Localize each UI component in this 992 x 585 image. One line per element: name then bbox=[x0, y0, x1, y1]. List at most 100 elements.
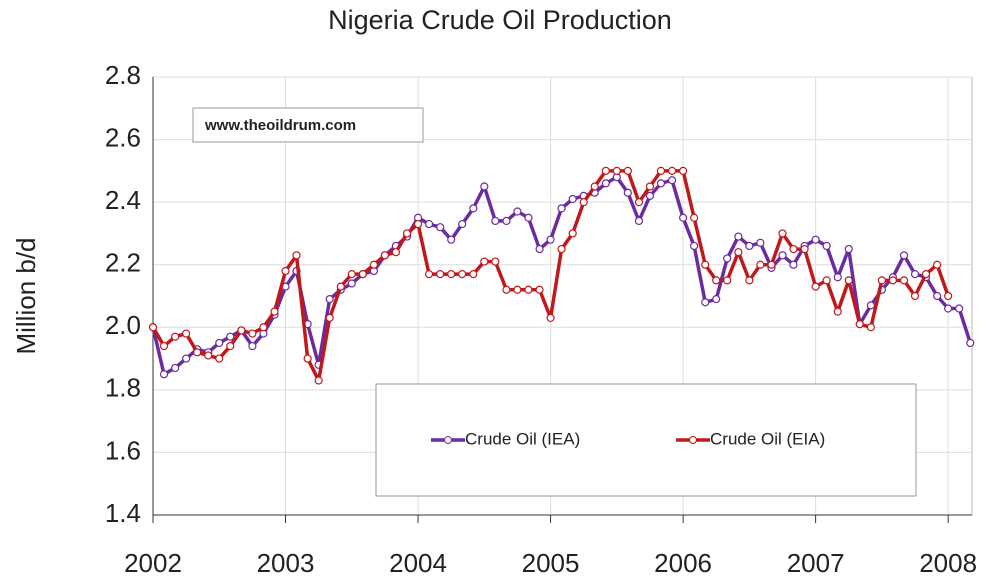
data-point bbox=[634, 198, 644, 207]
y-tick-label: 2.8 bbox=[105, 60, 141, 90]
legend-label: Crude Oil (IEA) bbox=[465, 429, 580, 448]
data-point bbox=[590, 182, 599, 191]
data-point bbox=[546, 313, 555, 322]
data-point bbox=[248, 341, 257, 351]
x-tick-label: 2007 bbox=[787, 548, 845, 578]
data-point bbox=[689, 241, 699, 251]
watermark-box bbox=[192, 107, 424, 143]
data-point bbox=[745, 241, 754, 251]
y-axis-label: Million b/d bbox=[11, 237, 41, 354]
data-point bbox=[822, 241, 831, 251]
data-point bbox=[734, 232, 743, 241]
data-point bbox=[458, 219, 467, 229]
y-tick-label: 1.6 bbox=[105, 435, 141, 465]
data-point bbox=[811, 282, 820, 291]
y-tick-label: 1.4 bbox=[105, 498, 141, 528]
data-point bbox=[159, 370, 169, 379]
y-tick-label: 2.6 bbox=[105, 122, 141, 152]
data-point bbox=[844, 244, 853, 254]
data-point bbox=[921, 270, 931, 279]
legend-label: Crude Oil (EIA) bbox=[710, 429, 825, 448]
data-point bbox=[723, 276, 732, 285]
x-tick-label: 2004 bbox=[389, 548, 447, 578]
data-point bbox=[811, 235, 820, 244]
data-point bbox=[237, 326, 246, 335]
data-point bbox=[204, 351, 213, 360]
data-point bbox=[723, 254, 732, 263]
data-point bbox=[557, 244, 566, 254]
data-point bbox=[678, 213, 688, 222]
data-point bbox=[822, 276, 831, 285]
data-point bbox=[336, 282, 345, 291]
y-tick-label: 2.0 bbox=[105, 310, 141, 340]
data-point bbox=[933, 260, 942, 269]
data-point bbox=[148, 323, 158, 332]
data-point bbox=[513, 207, 522, 216]
data-point bbox=[656, 179, 666, 188]
data-point bbox=[656, 166, 666, 175]
data-point bbox=[789, 244, 798, 254]
data-point bbox=[944, 304, 953, 313]
data-point bbox=[182, 329, 191, 338]
data-point bbox=[480, 182, 489, 191]
data-point bbox=[281, 266, 290, 276]
data-point bbox=[910, 291, 920, 301]
data-point bbox=[226, 341, 235, 351]
data-point bbox=[447, 270, 456, 279]
data-point bbox=[645, 191, 655, 200]
data-point bbox=[502, 216, 511, 226]
data-point bbox=[833, 273, 842, 282]
data-point bbox=[645, 182, 655, 191]
data-point bbox=[877, 276, 886, 285]
x-tick-label: 2003 bbox=[257, 548, 315, 578]
data-point bbox=[866, 301, 875, 310]
data-point bbox=[756, 238, 765, 247]
data-point bbox=[248, 329, 257, 338]
data-point bbox=[391, 248, 401, 257]
data-point bbox=[767, 260, 776, 269]
data-point bbox=[491, 216, 500, 226]
data-point bbox=[524, 213, 533, 222]
legend-marker bbox=[689, 436, 697, 444]
data-point bbox=[778, 251, 787, 260]
data-point bbox=[899, 251, 909, 260]
data-point bbox=[171, 332, 180, 341]
data-point bbox=[800, 244, 809, 254]
data-point bbox=[712, 295, 721, 304]
data-point bbox=[601, 166, 610, 175]
data-point bbox=[458, 270, 467, 279]
chart-title: Nigeria Crude Oil Production bbox=[328, 5, 672, 35]
data-point bbox=[568, 229, 577, 238]
data-point bbox=[491, 257, 500, 266]
x-tick-label: 2002 bbox=[124, 548, 182, 578]
data-point bbox=[270, 307, 279, 316]
data-point bbox=[347, 279, 356, 288]
data-point bbox=[325, 295, 334, 304]
data-point bbox=[524, 285, 533, 294]
data-point bbox=[469, 204, 478, 213]
x-tick-label: 2005 bbox=[522, 548, 580, 578]
data-point bbox=[712, 276, 721, 285]
data-point bbox=[325, 313, 334, 322]
data-point bbox=[193, 348, 202, 357]
data-point bbox=[623, 166, 632, 175]
data-point bbox=[436, 270, 445, 279]
data-point bbox=[745, 276, 754, 285]
data-point bbox=[413, 219, 423, 229]
data-point bbox=[855, 320, 864, 329]
data-point bbox=[734, 248, 743, 257]
data-point bbox=[955, 304, 964, 313]
data-point bbox=[546, 235, 555, 244]
data-point bbox=[933, 291, 942, 301]
data-point bbox=[358, 270, 367, 279]
data-point bbox=[601, 179, 610, 188]
data-point bbox=[910, 270, 920, 279]
data-point bbox=[513, 285, 522, 294]
data-point bbox=[171, 363, 180, 373]
y-tick-label: 2.4 bbox=[105, 185, 141, 215]
data-point bbox=[866, 323, 875, 332]
data-point bbox=[623, 188, 632, 197]
data-point bbox=[535, 244, 544, 254]
